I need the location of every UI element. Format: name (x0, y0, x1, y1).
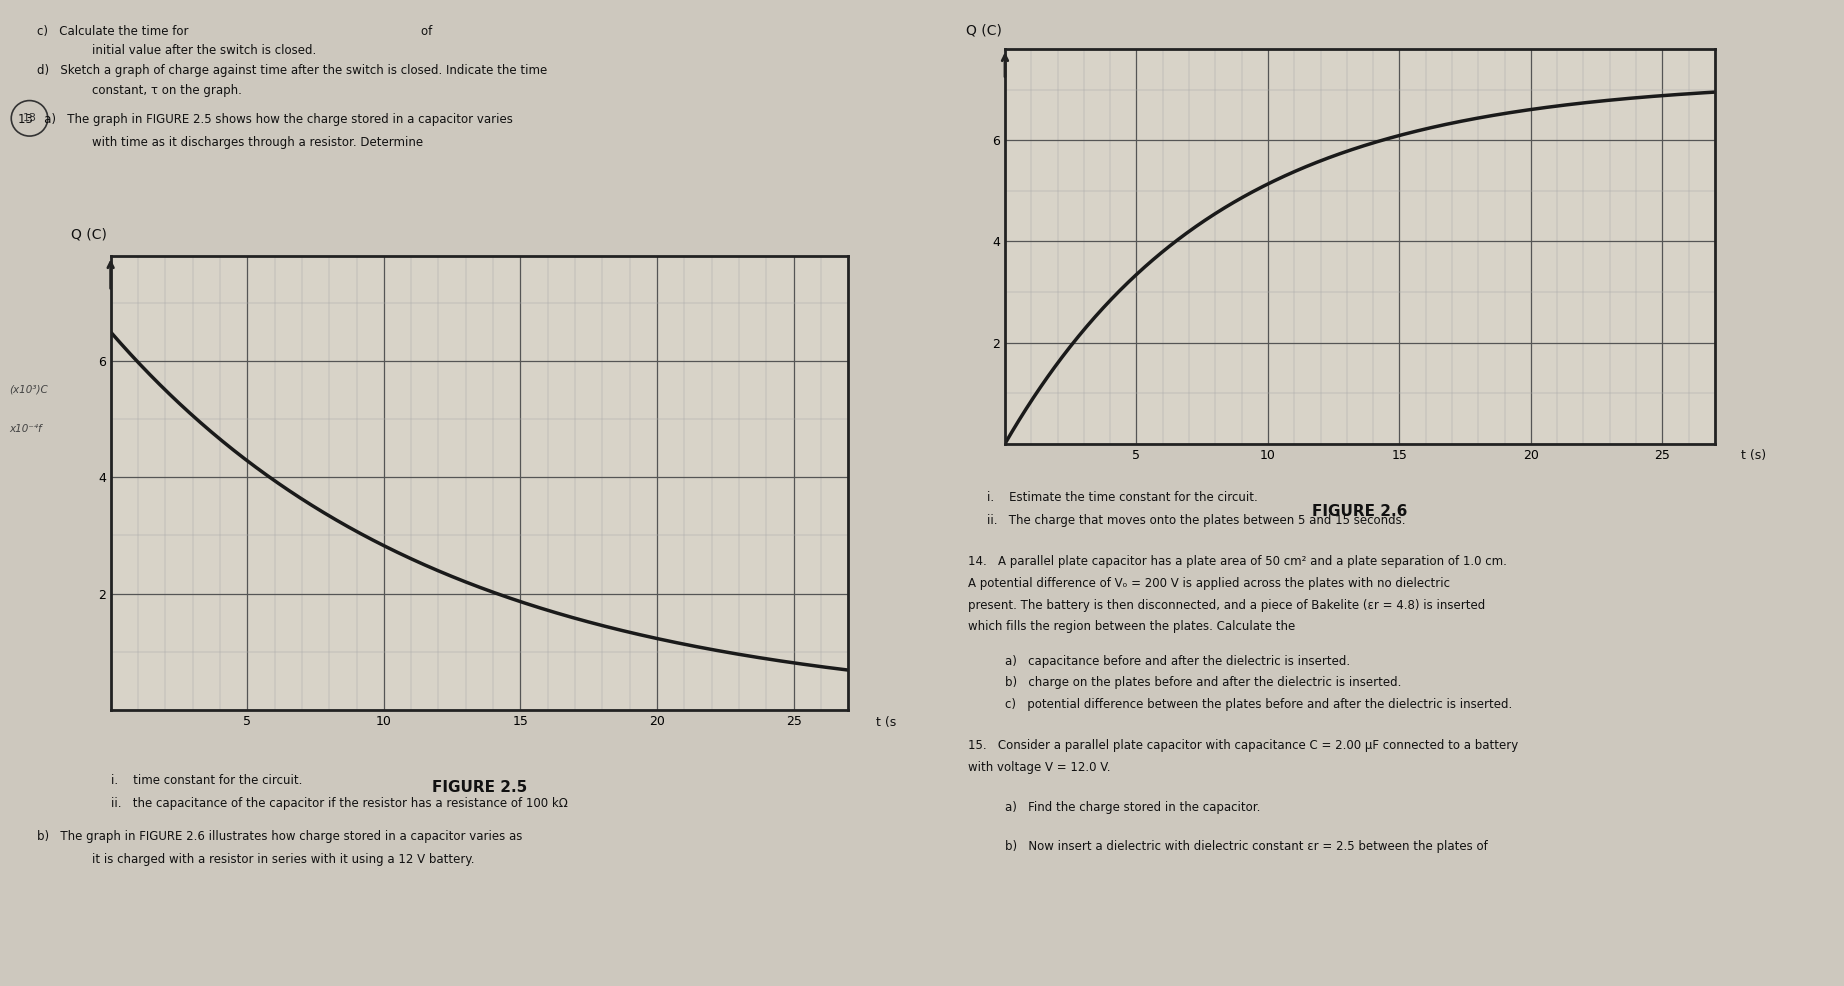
Text: Q (C): Q (C) (966, 23, 1001, 37)
Text: 13   a)   The graph in FIGURE 2.5 shows how the charge stored in a capacitor var: 13 a) The graph in FIGURE 2.5 shows how … (18, 113, 513, 126)
Text: t (s: t (s (876, 716, 896, 729)
Text: initial value after the switch is closed.: initial value after the switch is closed… (92, 44, 317, 57)
Text: d)   Sketch a graph of charge against time after the switch is closed. Indicate : d) Sketch a graph of charge against time… (37, 64, 548, 77)
Text: i.    time constant for the circuit.: i. time constant for the circuit. (111, 774, 302, 787)
Text: present. The battery is then disconnected, and a piece of Bakelite (εr = 4.8) is: present. The battery is then disconnecte… (968, 599, 1486, 611)
Text: FIGURE 2.5: FIGURE 2.5 (431, 780, 527, 795)
Text: (x10³)C: (x10³)C (9, 385, 48, 394)
Text: t (s): t (s) (1741, 449, 1767, 461)
Text: with time as it discharges through a resistor. Determine: with time as it discharges through a res… (92, 136, 424, 149)
Text: which fills the region between the plates. Calculate the: which fills the region between the plate… (968, 620, 1294, 633)
Text: c)   Calculate the time for                                                     : c) Calculate the time for (37, 25, 431, 37)
Text: 15.   Consider a parallel plate capacitor with capacitance C = 2.00 μF connected: 15. Consider a parallel plate capacitor … (968, 740, 1518, 752)
Text: b)   charge on the plates before and after the dielectric is inserted.: b) charge on the plates before and after… (1005, 676, 1401, 689)
Text: with voltage V = 12.0 V.: with voltage V = 12.0 V. (968, 761, 1110, 774)
Text: x10⁻⁴f: x10⁻⁴f (9, 424, 42, 434)
Text: a)   Find the charge stored in the capacitor.: a) Find the charge stored in the capacit… (1005, 801, 1259, 813)
Text: FIGURE 2.6: FIGURE 2.6 (1313, 505, 1407, 520)
Text: it is charged with a resistor in series with it using a 12 V battery.: it is charged with a resistor in series … (92, 853, 474, 866)
Text: Q (C): Q (C) (70, 228, 107, 242)
Text: ii.   the capacitance of the capacitor if the resistor has a resistance of 100 k: ii. the capacitance of the capacitor if … (111, 797, 568, 810)
Text: a)   capacitance before and after the dielectric is inserted.: a) capacitance before and after the diel… (1005, 655, 1350, 668)
Text: 13: 13 (22, 113, 37, 123)
Text: constant, τ on the graph.: constant, τ on the graph. (92, 84, 242, 97)
Text: A potential difference of Vₒ = 200 V is applied across the plates with no dielec: A potential difference of Vₒ = 200 V is … (968, 577, 1449, 590)
Text: b)   The graph in FIGURE 2.6 illustrates how charge stored in a capacitor varies: b) The graph in FIGURE 2.6 illustrates h… (37, 830, 522, 843)
Text: 14.   A parallel plate capacitor has a plate area of 50 cm² and a plate separati: 14. A parallel plate capacitor has a pla… (968, 555, 1507, 568)
Text: ii.   The charge that moves onto the plates between 5 and 15 seconds.: ii. The charge that moves onto the plate… (987, 514, 1405, 527)
Text: c)   potential difference between the plates before and after the dielectric is : c) potential difference between the plat… (1005, 698, 1512, 711)
Text: b)   Now insert a dielectric with dielectric constant εr = 2.5 between the plate: b) Now insert a dielectric with dielectr… (1005, 840, 1488, 853)
Text: i.    Estimate the time constant for the circuit.: i. Estimate the time constant for the ci… (987, 491, 1258, 504)
